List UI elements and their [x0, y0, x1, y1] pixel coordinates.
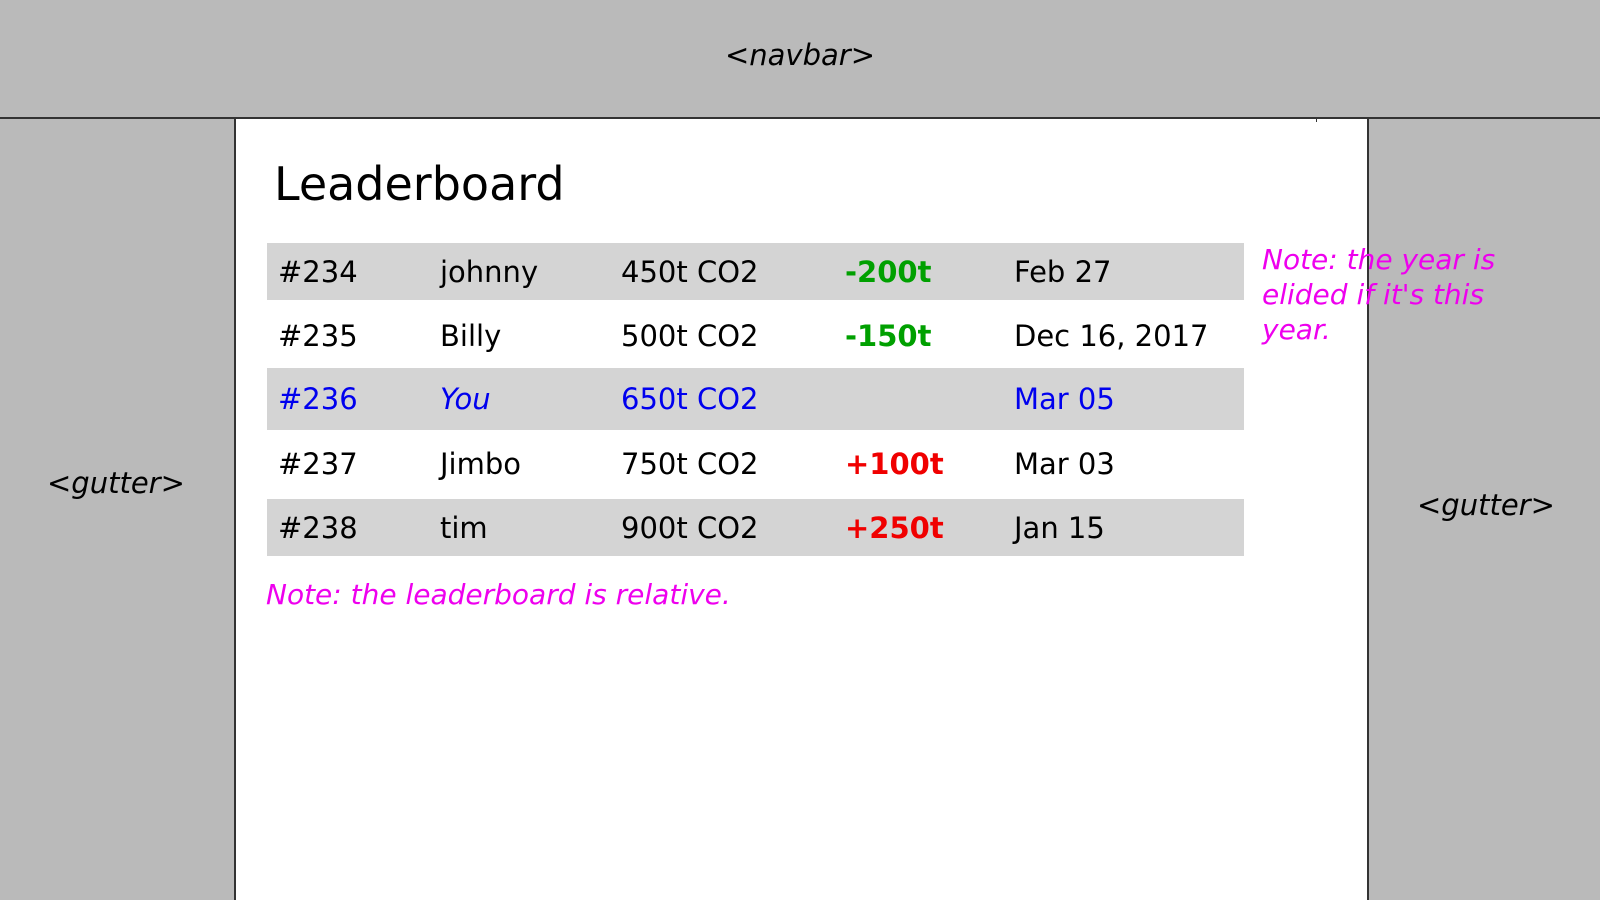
- rank-cell: #234: [278, 254, 358, 289]
- name-cell: tim: [440, 510, 488, 545]
- relative-leaderboard-note: Note: the leaderboard is relative.: [266, 578, 731, 611]
- date-cell: Mar 03: [1014, 447, 1115, 481]
- date-cell: Jan 15: [1014, 510, 1105, 545]
- date-cell: Feb 27: [1014, 254, 1112, 289]
- rank-cell: #235: [278, 318, 358, 353]
- delta-cell: -150t: [845, 318, 932, 353]
- co2-cell: 650t CO2: [621, 382, 759, 416]
- rank-cell: #236: [278, 382, 358, 416]
- delta-cell: +250t: [845, 510, 944, 545]
- delta-cell: -200t: [845, 254, 932, 289]
- co2-cell: 750t CO2: [621, 447, 759, 481]
- date-cell: Mar 05: [1014, 382, 1115, 416]
- rank-cell: #237: [278, 447, 358, 481]
- navbar: <navbar>: [0, 0, 1600, 119]
- divider-tick: [1316, 117, 1317, 122]
- navbar-placeholder-label: <navbar>: [724, 38, 875, 72]
- right-gutter-label: <gutter>: [1417, 488, 1555, 522]
- name-cell: Jimbo: [440, 447, 522, 481]
- rank-cell: #238: [278, 510, 358, 545]
- year-elision-note: Note: the year is elided if it's this ye…: [1262, 243, 1496, 346]
- name-cell: You: [440, 382, 491, 416]
- co2-cell: 450t CO2: [621, 254, 759, 289]
- page-title: Leaderboard: [274, 157, 565, 211]
- date-cell: Dec 16, 2017: [1014, 318, 1209, 353]
- name-cell: johnny: [440, 254, 539, 289]
- leaderboard-row: #235 Billy 500t CO2 -150t Dec 16, 2017: [267, 307, 1244, 364]
- left-gutter-label: <gutter>: [47, 466, 185, 500]
- leaderboard-row-current-user: #236 You 650t CO2 Mar 05: [267, 368, 1244, 430]
- leaderboard-row: #234 johnny 450t CO2 -200t Feb 27: [267, 243, 1244, 300]
- leaderboard-row: #238 tim 900t CO2 +250t Jan 15: [267, 499, 1244, 556]
- delta-cell: +100t: [845, 447, 944, 481]
- leaderboard-row: #237 Jimbo 750t CO2 +100t Mar 03: [267, 434, 1244, 494]
- co2-cell: 900t CO2: [621, 510, 759, 545]
- name-cell: Billy: [440, 318, 502, 353]
- co2-cell: 500t CO2: [621, 318, 759, 353]
